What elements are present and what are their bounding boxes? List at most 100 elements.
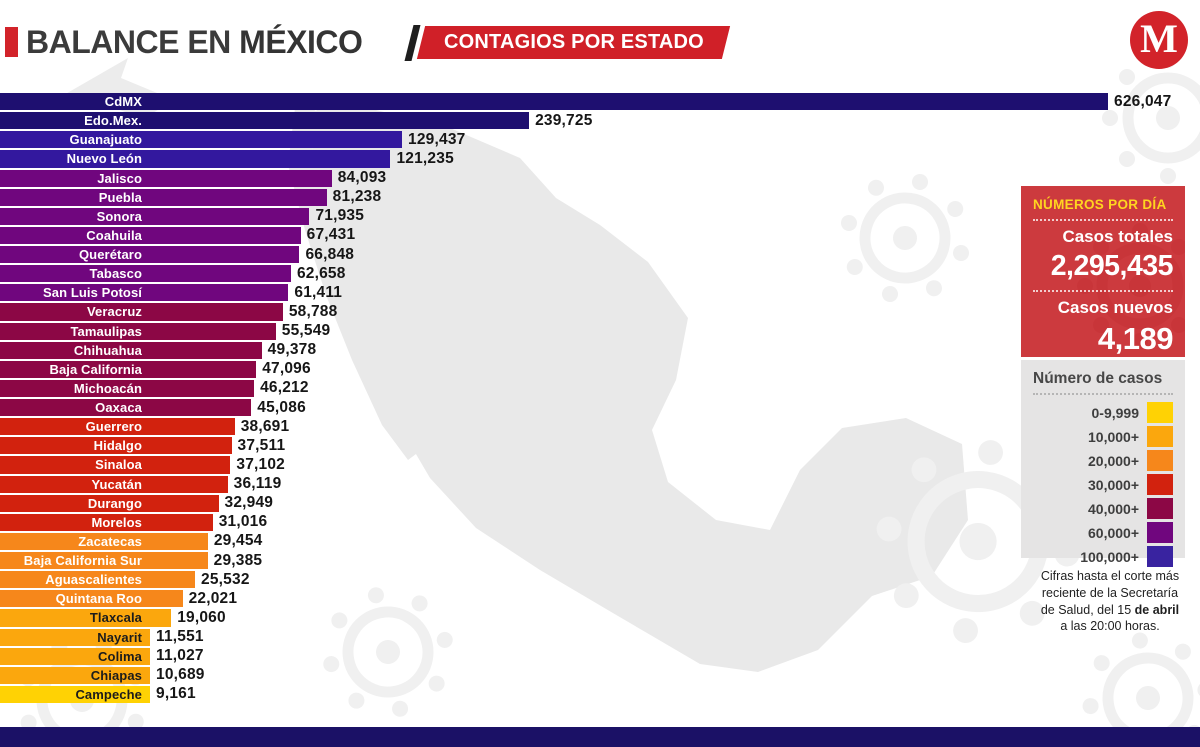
state-label: Baja California xyxy=(49,361,142,377)
value-label: 81,238 xyxy=(332,188,382,206)
state-label: Sinaloa xyxy=(95,457,142,473)
bar: Zacatecas xyxy=(0,532,208,551)
registered-mark: ® xyxy=(1186,7,1195,19)
legend-rows: 0-9,999 10,000+ 20,000+ 30,000+ 40,000+ 60,00… xyxy=(1033,402,1173,567)
bar: Morelos xyxy=(0,513,213,531)
state-label: Morelos xyxy=(91,514,142,530)
value-label: 32,949 xyxy=(224,494,274,512)
value-label: 36,119 xyxy=(233,475,282,493)
bar: Nayarit xyxy=(0,628,150,646)
bar: Sinaloa xyxy=(0,456,231,474)
logo-letter: M xyxy=(1140,16,1178,61)
state-label: Tabasco xyxy=(89,266,142,282)
value-label: 47,096 xyxy=(262,360,311,378)
bar: Querétaro xyxy=(0,246,300,264)
bar: San Luis Potosí xyxy=(0,284,289,302)
state-label: CdMX xyxy=(104,94,142,110)
bar: Jalisco xyxy=(0,169,332,187)
state-label: Aguascalientes xyxy=(45,572,142,588)
legend-swatch xyxy=(1147,498,1173,519)
value-label: 67,431 xyxy=(306,226,356,244)
bar: Colima xyxy=(0,647,150,665)
banner-label: CONTAGIOS POR ESTADO xyxy=(443,31,704,53)
value-label: 25,532 xyxy=(201,570,250,588)
value-label: 626,047 xyxy=(1114,92,1172,110)
legend-label: 0-9,999 xyxy=(1091,404,1139,421)
bar-row: Baja California 47,096 xyxy=(0,360,1200,378)
legend-title: Número de casos xyxy=(1033,370,1163,387)
bar-row: Guerrero 38,691 xyxy=(0,418,1200,436)
value-label: 29,454 xyxy=(213,532,263,550)
divider xyxy=(1033,290,1173,292)
value-label: 37,511 xyxy=(237,436,286,454)
new-cases-value: 4,189 xyxy=(1097,321,1174,356)
bar: Veracruz xyxy=(0,303,283,321)
state-label: Michoacán xyxy=(73,380,142,396)
bar-row: Oaxaca 45,086 xyxy=(0,398,1200,417)
bar-row: Nayarit 11,551 xyxy=(0,628,1200,646)
legend-label: 60,000+ xyxy=(1088,524,1139,541)
value-label: 11,027 xyxy=(156,647,204,665)
divider xyxy=(1033,393,1173,395)
value-label: 37,102 xyxy=(236,455,285,473)
bar-row: Michoacán 46,212 xyxy=(0,379,1200,398)
bar: Coahuila xyxy=(0,226,301,245)
bar-row: Baja California Sur 29,385 xyxy=(0,551,1200,570)
state-label: Edo.Mex. xyxy=(84,113,142,129)
state-label: Colima xyxy=(98,648,142,664)
bar-row: Jalisco 84,093 xyxy=(0,169,1200,187)
bar-row: Quintana Roo 22,021 xyxy=(0,589,1200,608)
legend-swatch xyxy=(1147,474,1173,495)
bar-row: Aguascalientes 25,532 xyxy=(0,570,1200,589)
divider xyxy=(1033,219,1173,221)
bar: Hidalgo xyxy=(0,437,232,455)
value-label: 66,848 xyxy=(305,245,355,263)
page-title: BALANCE EN MÉXICO xyxy=(26,24,363,61)
value-label: 58,788 xyxy=(288,302,338,320)
bar: Michoacán xyxy=(0,379,255,398)
bar-row: Coahuila 67,431 xyxy=(0,226,1200,245)
new-cases-label: Casos nuevos xyxy=(1057,298,1173,317)
bar: Aguascalientes xyxy=(0,571,196,589)
legend-swatch xyxy=(1147,522,1173,543)
value-label: 45,086 xyxy=(257,398,306,416)
bar-row: Zacatecas 29,454 xyxy=(0,532,1200,551)
state-label: Jalisco xyxy=(97,170,142,186)
bar: Chihuahua xyxy=(0,341,262,359)
bar-row: Querétaro 66,848 xyxy=(0,245,1200,264)
bottom-strip xyxy=(0,727,1200,747)
bar-row: San Luis Potosí 61,411 xyxy=(0,284,1200,302)
value-label: 10,689 xyxy=(156,666,205,684)
bar-row: Tamaulipas 55,549 xyxy=(0,322,1200,340)
state-label: Sonora xyxy=(96,208,142,224)
bar: Durango xyxy=(0,494,219,512)
state-label: Veracruz xyxy=(86,304,142,320)
value-label: 19,060 xyxy=(177,608,226,626)
state-label: Quintana Roo xyxy=(55,591,142,607)
value-label: 29,385 xyxy=(213,551,263,569)
legend-panel: Número de casos 0-9,999 10,000+ 20,000+ 30,… xyxy=(1021,360,1185,567)
bar-row: Sonora 71,935 xyxy=(0,207,1200,225)
state-label: Tlaxcala xyxy=(89,610,142,626)
value-label: 121,235 xyxy=(396,149,454,167)
bar-row: Tlaxcala 19,060 xyxy=(0,608,1200,627)
value-label: 239,725 xyxy=(535,111,593,129)
state-label: Baja California Sur xyxy=(23,553,142,569)
legend-label: 40,000+ xyxy=(1088,500,1139,517)
footnote-date: de abril xyxy=(1134,602,1180,617)
state-label: Querétaro xyxy=(78,247,142,263)
state-label: Yucatán xyxy=(91,476,142,492)
bar: Baja California xyxy=(0,360,257,378)
state-label: Nayarit xyxy=(97,629,142,645)
bar-row: Tabasco 62,658 xyxy=(0,265,1200,283)
legend-row: 60,000+ xyxy=(1033,522,1173,543)
bar-row: Colima 11,027 xyxy=(0,647,1200,665)
value-label: 22,021 xyxy=(188,589,238,607)
bar-row: CdMX 626,047 xyxy=(0,92,1200,111)
bar-row: Morelos 31,016 xyxy=(0,513,1200,531)
state-label: Durango xyxy=(87,495,142,511)
bar-row: Edo.Mex. 239,725 xyxy=(0,111,1200,130)
bar-row: Durango 32,949 xyxy=(0,494,1200,512)
state-label: San Luis Potosí xyxy=(42,285,142,301)
